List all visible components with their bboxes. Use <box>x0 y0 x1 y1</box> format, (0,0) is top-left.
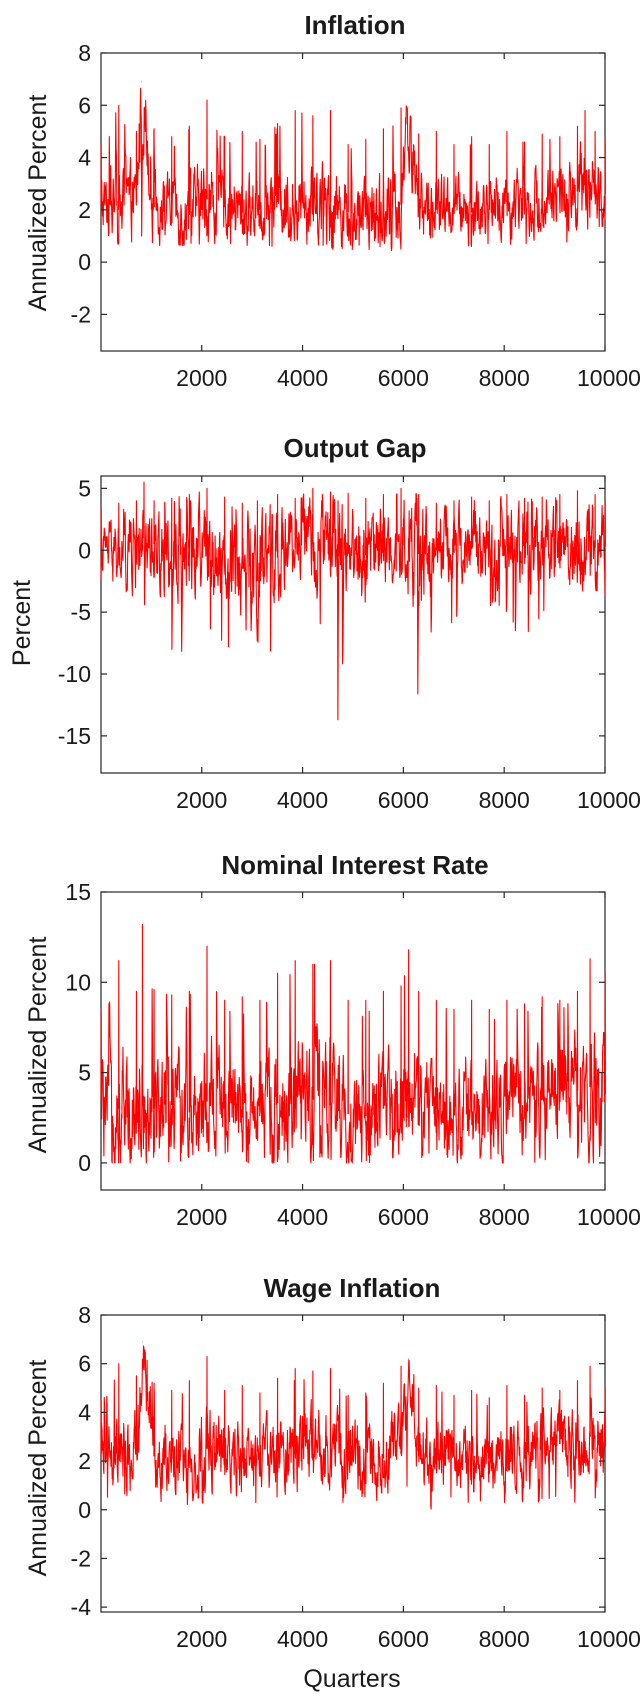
wage-inflation-x-tick-label: 2000 <box>176 1626 227 1652</box>
output-gap-x-tick-label: 8000 <box>479 787 530 813</box>
wage-inflation-x-ticks: 2000 4000 6000 8000 10000 <box>176 1315 641 1652</box>
inflation-panel: Inflation Annualized Percent -2 0 2 4 6 8 200… <box>24 10 641 391</box>
output-gap-title: Output Gap <box>284 433 427 463</box>
wage-inflation-xlabel: Quarters <box>303 1665 400 1693</box>
wage-inflation-series <box>100 1341 606 1510</box>
interest-rate-title: Nominal Interest Rate <box>221 850 488 880</box>
interest-rate-x-tick-label: 2000 <box>176 1204 227 1230</box>
interest-rate-ylabel: Annualized Percent <box>24 937 52 1154</box>
output-gap-x-tick-label: 6000 <box>378 787 429 813</box>
interest-rate-y-tick-label: 5 <box>78 1060 91 1086</box>
interest-rate-y-ticks: 0 5 10 15 <box>65 879 605 1176</box>
wage-inflation-panel: Wage Inflation Annualized Percent -4 -2 0 2… <box>24 1273 641 1693</box>
inflation-y-tick-label: 6 <box>78 92 91 118</box>
output-gap-plot: -15 -10 -5 0 5 2000 4000 6000 8000 10000 <box>58 475 641 813</box>
wage-inflation-x-tick-label: 8000 <box>479 1626 530 1652</box>
wage-inflation-plot: -4 -2 0 2 4 6 8 2000 4000 6000 8000 10000 <box>71 1302 641 1652</box>
inflation-x-ticks: 2000 4000 6000 8000 10000 <box>176 53 641 391</box>
output-gap-series-line <box>100 481 606 721</box>
output-gap-ylabel: Percent <box>8 580 36 666</box>
inflation-y-tick-label: -2 <box>71 301 91 327</box>
output-gap-y-tick-label: -5 <box>71 599 91 625</box>
interest-rate-x-tick-label: 8000 <box>479 1204 530 1230</box>
wage-inflation-y-tick-label: -4 <box>71 1594 92 1620</box>
wage-inflation-x-tick-label: 10000 <box>577 1626 641 1652</box>
wage-inflation-y-tick-label: 4 <box>78 1399 91 1425</box>
output-gap-y-tick-label: -10 <box>58 661 91 687</box>
output-gap-y-tick-label: 0 <box>78 537 91 563</box>
inflation-y-tick-label: 4 <box>78 145 91 171</box>
wage-inflation-x-tick-label: 4000 <box>277 1626 328 1652</box>
interest-rate-y-tick-label: 15 <box>65 879 91 905</box>
wage-inflation-y-tick-label: 2 <box>78 1448 91 1474</box>
inflation-x-tick-label: 6000 <box>378 365 429 391</box>
interest-rate-y-tick-label: 0 <box>78 1150 91 1176</box>
wage-inflation-y-tick-label: 0 <box>78 1497 91 1523</box>
interest-rate-plot: 0 5 10 15 2000 4000 6000 8000 10000 <box>65 879 641 1230</box>
interest-rate-x-tick-label: 6000 <box>378 1204 429 1230</box>
inflation-x-tick-label: 10000 <box>577 365 641 391</box>
output-gap-x-tick-label: 2000 <box>176 787 227 813</box>
interest-rate-y-tick-label: 10 <box>65 969 91 995</box>
inflation-series-line <box>100 81 606 251</box>
wage-inflation-x-tick-label: 6000 <box>378 1626 429 1652</box>
wage-inflation-y-ticks: -4 -2 0 2 4 6 8 <box>71 1302 605 1620</box>
output-gap-x-ticks: 2000 4000 6000 8000 10000 <box>176 476 641 813</box>
interest-rate-panel: Nominal Interest Rate Annualized Percent… <box>24 850 641 1230</box>
wage-inflation-y-tick-label: -2 <box>71 1545 91 1571</box>
wage-inflation-y-tick-label: 6 <box>78 1351 91 1377</box>
inflation-plot: -2 0 2 4 6 8 2000 4000 6000 8000 10000 <box>71 40 641 391</box>
inflation-y-tick-label: 8 <box>78 40 91 66</box>
output-gap-x-tick-label: 4000 <box>277 787 328 813</box>
output-gap-y-tick-label: 5 <box>78 475 91 501</box>
inflation-ylabel: Annualized Percent <box>24 95 52 312</box>
output-gap-panel: Output Gap Percent -15 -10 -5 0 5 2000 4000 60… <box>8 433 641 813</box>
inflation-x-tick-label: 4000 <box>277 365 328 391</box>
output-gap-y-ticks: -15 -10 -5 0 5 <box>58 475 605 749</box>
inflation-x-tick-label: 2000 <box>176 365 227 391</box>
interest-rate-x-tick-label: 4000 <box>277 1204 328 1230</box>
wage-inflation-y-tick-label: 8 <box>78 1302 91 1328</box>
inflation-x-tick-label: 8000 <box>479 365 530 391</box>
wage-inflation-ylabel: Annualized Percent <box>24 1360 52 1577</box>
inflation-series <box>100 81 606 251</box>
interest-rate-x-tick-label: 10000 <box>577 1204 641 1230</box>
interest-rate-series-line <box>100 923 606 1164</box>
output-gap-x-tick-label: 10000 <box>577 787 641 813</box>
wage-inflation-series-line <box>100 1341 606 1510</box>
inflation-y-tick-label: 2 <box>78 197 91 223</box>
interest-rate-series <box>100 923 606 1164</box>
inflation-y-tick-label: 0 <box>78 249 91 275</box>
inflation-y-ticks: -2 0 2 4 6 8 <box>71 40 605 327</box>
inflation-title: Inflation <box>304 10 405 40</box>
wage-inflation-title: Wage Inflation <box>264 1273 441 1303</box>
output-gap-series <box>100 481 606 721</box>
output-gap-y-tick-label: -15 <box>58 723 91 749</box>
interest-rate-x-ticks: 2000 4000 6000 8000 10000 <box>176 892 641 1230</box>
